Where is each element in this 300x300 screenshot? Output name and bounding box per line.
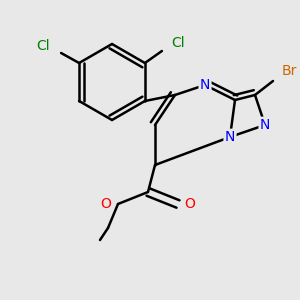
Text: Br: Br [281, 64, 297, 78]
Text: N: N [225, 130, 235, 144]
Text: N: N [200, 78, 210, 92]
Text: O: O [100, 197, 111, 211]
Text: O: O [184, 197, 195, 211]
Text: Cl: Cl [36, 39, 50, 53]
Text: Cl: Cl [171, 36, 185, 50]
Text: N: N [260, 118, 270, 132]
